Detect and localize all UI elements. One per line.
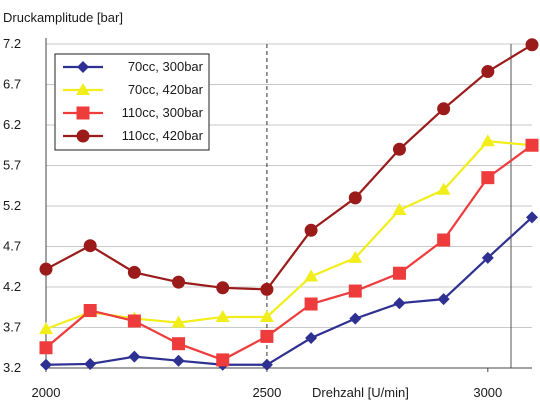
data-point [216,353,230,367]
data-point [393,297,406,310]
y-tick-label: 6.7 [3,77,21,92]
data-point [526,211,538,224]
legend-marker [76,129,90,143]
data-point [392,142,406,156]
y-tick-label: 3.7 [3,320,21,335]
data-point [392,266,406,280]
legend-marker [76,83,90,95]
x-tick-label: 2000 [32,385,61,400]
data-point [172,354,185,367]
series-3 [39,38,539,296]
data-point [348,284,362,298]
data-point [40,358,52,371]
data-point [172,337,186,351]
data-point [349,312,362,325]
data-point [525,38,539,52]
data-point [481,171,495,185]
data-point [348,191,362,205]
series-line [45,144,533,362]
data-point [304,269,319,282]
series-2 [39,138,539,367]
x-tick-label: 2500 [252,385,281,400]
data-point [39,262,53,276]
data-point [215,309,230,322]
x-axis-title: Drehzahl [U/min] [312,385,409,400]
data-point [84,357,97,370]
data-point [260,329,274,343]
data-point [259,309,274,322]
legend-label: 110cc, 300bar [122,105,204,120]
legend-label: 70cc, 300bar [128,59,204,74]
data-point [39,322,53,335]
data-point [481,65,495,79]
y-tick-label: 5.7 [3,158,21,173]
data-point [127,314,141,328]
data-point [436,182,451,195]
x-tick-label: 3000 [473,385,502,400]
data-point [128,350,141,363]
data-point [305,332,318,345]
data-point [480,134,495,147]
legend-marker [76,106,90,120]
y-tick-label: 6.2 [3,117,21,132]
legend-marker [77,61,89,73]
y-axis-title: Druckamplitude [bar] [3,10,123,25]
data-point [39,341,53,355]
series-1 [39,134,539,335]
data-point [172,275,186,289]
data-point [437,293,450,306]
series-line [45,43,533,291]
data-point [260,358,273,371]
data-point [437,233,451,247]
data-point [304,223,318,237]
legend: 70cc, 300bar 70cc, 420bar 110cc, 300bar 110… [54,53,210,151]
legend-label: 70cc, 420bar [128,82,204,97]
tick-labels: 7.2 6.7 6.2 5.7 5.2 4.7 4.2 3.7 3.2 2000 2500 3000 [3,36,502,400]
data-point [83,239,97,253]
data-point [260,282,274,296]
y-tick-label: 4.7 [3,239,21,254]
series-line [45,140,533,331]
data-point [127,265,141,279]
legend-label: 110cc, 420bar [122,128,204,143]
data-point [437,102,451,116]
data-point [216,281,230,295]
data-point [304,297,318,311]
data-point [171,315,186,328]
data-point [481,251,494,264]
series-0 [40,211,538,371]
y-tick-label: 3.2 [3,360,21,375]
y-tick-label: 7.2 [3,36,21,51]
data-point [392,203,407,216]
y-tick-label: 5.2 [3,198,21,213]
data-point [525,138,539,152]
y-tick-label: 4.2 [3,279,21,294]
data-point [348,250,363,263]
series-line [45,216,533,366]
data-series [39,38,539,371]
data-point [83,303,97,317]
